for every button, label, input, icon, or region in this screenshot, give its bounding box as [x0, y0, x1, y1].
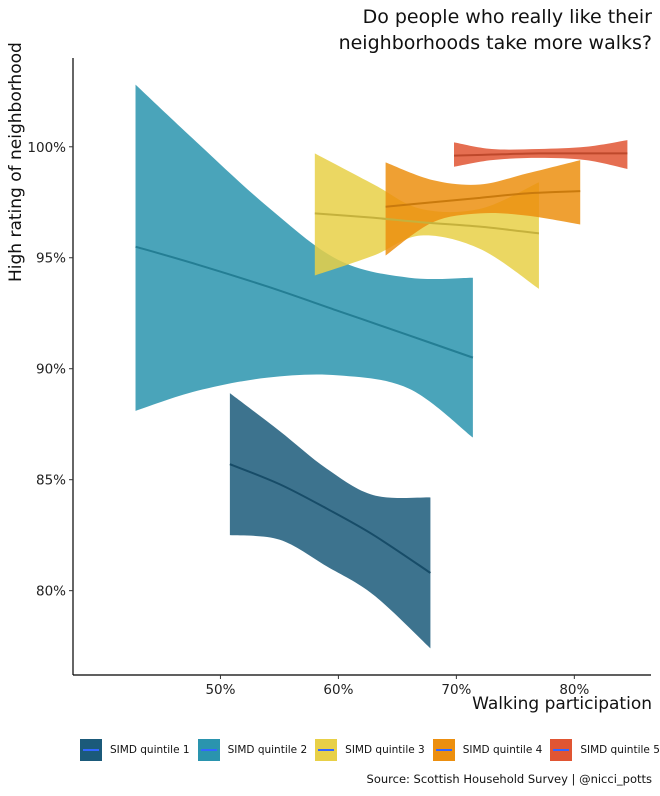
chart-title: Do people who really like their neighbor… — [339, 4, 652, 56]
y-ticks: 80% 85% 90% 95% 100% — [27, 140, 73, 600]
chart-title-line-2: neighborhoods take more walks? — [338, 32, 652, 54]
confidence-bands — [135, 84, 628, 649]
legend-label-quintile-4: SIMD quintile 4 — [462, 744, 543, 756]
source-caption: Source: Scottish Household Survey | @nic… — [366, 772, 652, 786]
legend: SIMD quintile 1 SIMD quintile 2 SIMD qui… — [80, 739, 660, 761]
legend-label-quintile-3: SIMD quintile 3 — [345, 744, 425, 756]
legend-label-quintile-5: SIMD quintile 5 — [580, 744, 660, 756]
fit-line-quintile-5 — [453, 152, 628, 157]
legend-swatch-quintile-2 — [197, 739, 220, 761]
fit-lines — [135, 152, 628, 574]
confidence-band-quintile-2 — [135, 84, 473, 438]
chart-title-line-1: Do people who really like their — [362, 6, 652, 28]
legend-item-quintile-4: SIMD quintile 4 — [432, 739, 543, 761]
legend-item-quintile-2: SIMD quintile 2 — [197, 739, 308, 761]
y-tick-label: 100% — [27, 140, 66, 156]
legend-item-quintile-3: SIMD quintile 3 — [315, 739, 425, 761]
x-tick-label: 60% — [323, 682, 353, 698]
legend-swatch-quintile-5 — [550, 739, 573, 761]
legend-item-quintile-5: SIMD quintile 5 — [550, 739, 660, 761]
confidence-band-quintile-5 — [454, 140, 628, 169]
x-axis-label: Walking participation — [472, 694, 652, 714]
x-tick-label: 70% — [441, 682, 471, 698]
x-tick-label: 80% — [559, 682, 589, 698]
x-ticks: 50% 60% 70% 80% — [205, 675, 589, 698]
legend-label-quintile-2: SIMD quintile 2 — [227, 744, 308, 756]
legend-label-quintile-1: SIMD quintile 1 — [110, 744, 190, 756]
legend-item-quintile-1: SIMD quintile 1 — [80, 739, 190, 761]
y-tick-label: 90% — [36, 362, 66, 378]
confidence-band-quintile-1 — [229, 393, 431, 649]
legend-swatch-quintile-4 — [432, 739, 455, 761]
y-tick-label: 80% — [36, 584, 66, 600]
fit-line-quintile-3 — [314, 212, 540, 235]
x-tick-label: 50% — [205, 682, 235, 698]
fit-line-quintile-2 — [135, 245, 474, 359]
legend-swatch-quintile-1 — [80, 739, 102, 761]
y-tick-label: 85% — [36, 473, 66, 489]
confidence-band-quintile-4 — [385, 160, 581, 256]
legend-swatch-quintile-3 — [315, 739, 338, 761]
fit-line-quintile-4 — [385, 190, 581, 208]
y-tick-label: 95% — [36, 251, 66, 267]
fit-line-quintile-1 — [229, 463, 431, 574]
y-axis-label: High rating of neighborhood — [6, 42, 26, 282]
